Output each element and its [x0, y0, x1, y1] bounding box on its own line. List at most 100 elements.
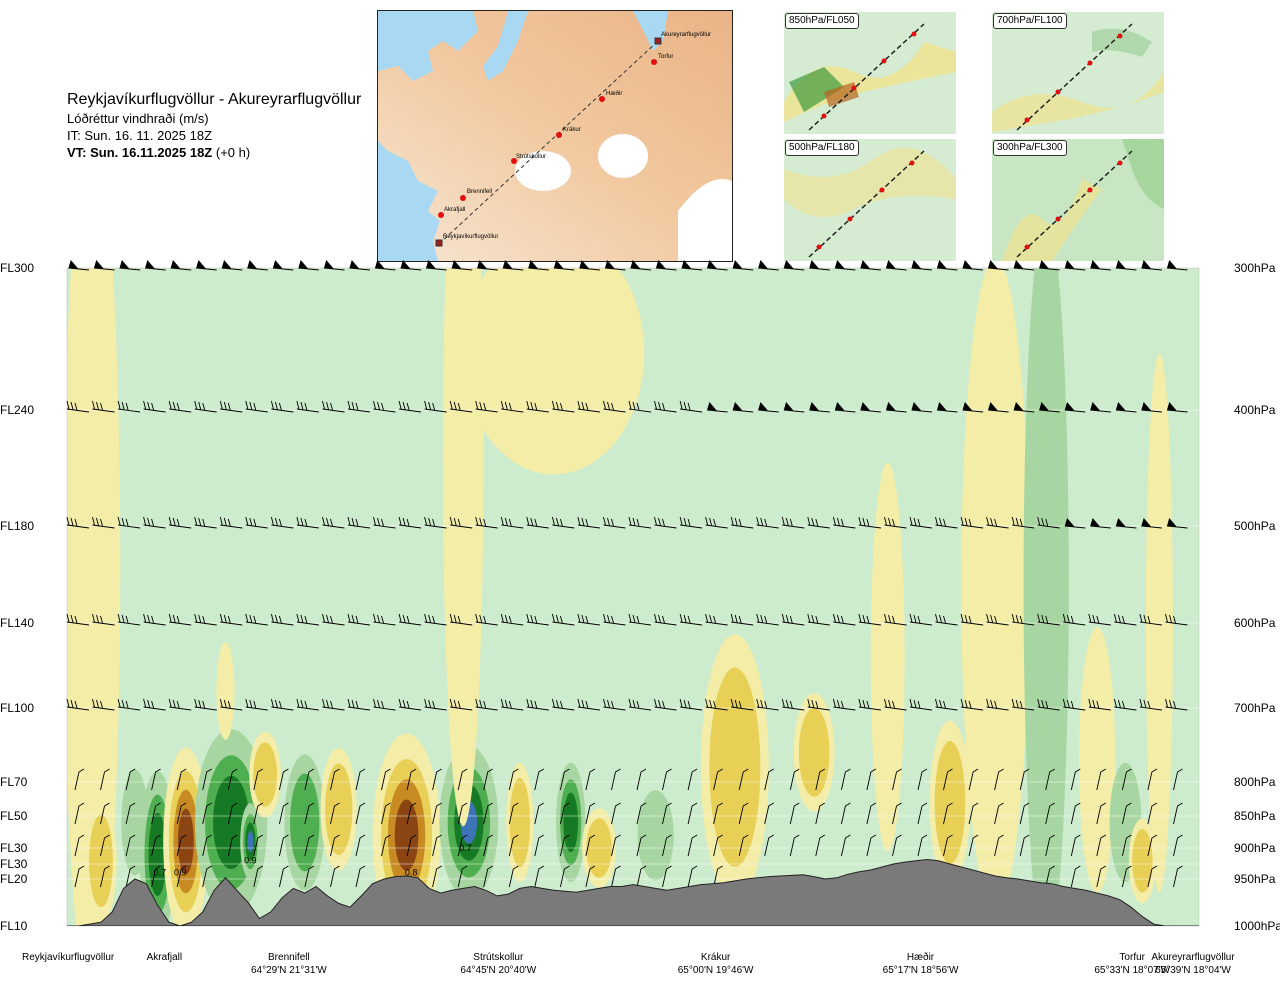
barb-staff	[730, 613, 754, 626]
barb-staff	[66, 613, 90, 626]
barb-staff	[832, 613, 856, 626]
barb-pennant	[247, 259, 268, 271]
barb-staff	[508, 768, 519, 791]
wind-barb	[245, 698, 268, 711]
wind-barb	[551, 400, 575, 413]
wind-barb	[66, 613, 90, 626]
barb-staff	[125, 768, 136, 791]
barb-staff	[1147, 768, 1158, 791]
wind-barb	[885, 401, 907, 413]
wind-barb	[577, 400, 600, 413]
wind-barb	[296, 698, 319, 711]
wind-barb	[679, 698, 703, 711]
wind-barb	[730, 516, 754, 529]
wind-barb	[1088, 698, 1111, 711]
level-panel-map	[992, 139, 1164, 261]
barb-staff	[1147, 865, 1158, 888]
barb-staff	[304, 834, 315, 857]
barb-pennant	[1115, 401, 1137, 413]
wind-barb	[986, 698, 1009, 711]
wind-barb	[559, 865, 570, 888]
barb-pennant	[425, 259, 447, 271]
barb-staff	[1121, 802, 1132, 825]
wind-barb	[1064, 517, 1086, 529]
wind-barb	[960, 516, 984, 529]
barb-pennant	[1141, 259, 1162, 271]
barb-pennant	[732, 259, 754, 271]
wind-barb	[526, 400, 549, 413]
wind-barb	[628, 516, 652, 529]
barb-staff	[304, 865, 315, 888]
wind-barb	[483, 768, 493, 791]
barb-staff	[866, 768, 877, 791]
wind-barb	[628, 400, 652, 413]
barb-staff	[1070, 865, 1081, 888]
wind-barb	[170, 259, 192, 271]
barb-staff	[74, 865, 85, 888]
barb-staff	[457, 802, 468, 825]
barb-staff	[270, 698, 294, 711]
wind-barb	[219, 613, 243, 626]
wind-barb	[270, 400, 294, 413]
waypoint-strutskollur	[511, 158, 517, 164]
wind-barb	[815, 834, 826, 857]
wind-barb	[100, 768, 110, 791]
wind-barb	[840, 768, 851, 791]
barb-staff	[1088, 613, 1111, 626]
barb-staff	[628, 613, 652, 626]
wind-barb	[807, 516, 830, 529]
wind-barb	[194, 613, 217, 626]
wind-barb	[66, 400, 90, 413]
wind-barb	[687, 802, 698, 825]
barb-pennant	[962, 401, 984, 413]
wind-barb	[962, 401, 984, 413]
barb-staff	[534, 768, 545, 791]
wind-barb	[176, 834, 187, 857]
valid-time-label: VT: Sun. 16.11.2025 18Z	[67, 145, 213, 160]
barb-staff	[917, 834, 928, 857]
barb-staff	[398, 613, 422, 626]
wind-barb	[1045, 834, 1055, 857]
barb-staff	[424, 516, 447, 529]
wind-barb	[577, 698, 600, 711]
wind-barb	[1115, 517, 1137, 529]
wind-barb	[534, 802, 545, 825]
wind-barb	[270, 698, 294, 711]
barb-staff	[296, 516, 319, 529]
wind-barb	[253, 802, 264, 825]
barb-staff	[1062, 698, 1086, 711]
updraft-cell	[463, 268, 645, 475]
wind-barb	[374, 259, 396, 271]
wind-barb	[662, 802, 672, 825]
wind-barb	[502, 259, 524, 271]
wind-barb	[500, 698, 524, 711]
barb-staff	[176, 802, 187, 825]
barb-staff	[738, 768, 749, 791]
wind-barb	[500, 613, 524, 626]
wind-barb	[1045, 802, 1055, 825]
location-name: Akrafjall	[147, 952, 183, 963]
wind-barb	[866, 834, 877, 857]
barb-staff	[909, 613, 933, 626]
barb-staff	[577, 400, 600, 413]
wind-barb	[713, 802, 723, 825]
wind-barb	[143, 613, 166, 626]
wind-barb	[219, 516, 243, 529]
barb-staff	[483, 768, 493, 791]
barb-staff	[611, 802, 621, 825]
barb-staff	[194, 698, 217, 711]
wind-barb	[227, 834, 238, 857]
barb-staff	[483, 802, 493, 825]
barb-pennant	[911, 401, 933, 413]
barb-staff	[1147, 802, 1158, 825]
wind-barb	[483, 865, 493, 888]
wind-barb	[559, 802, 570, 825]
wind-barb	[278, 865, 289, 888]
wind-barb	[840, 802, 851, 825]
wind-barb	[400, 259, 422, 271]
barb-staff	[585, 768, 596, 791]
barb-staff	[449, 613, 473, 626]
barb-staff	[245, 613, 268, 626]
barb-staff	[1121, 865, 1132, 888]
velocity-contour	[463, 268, 645, 475]
